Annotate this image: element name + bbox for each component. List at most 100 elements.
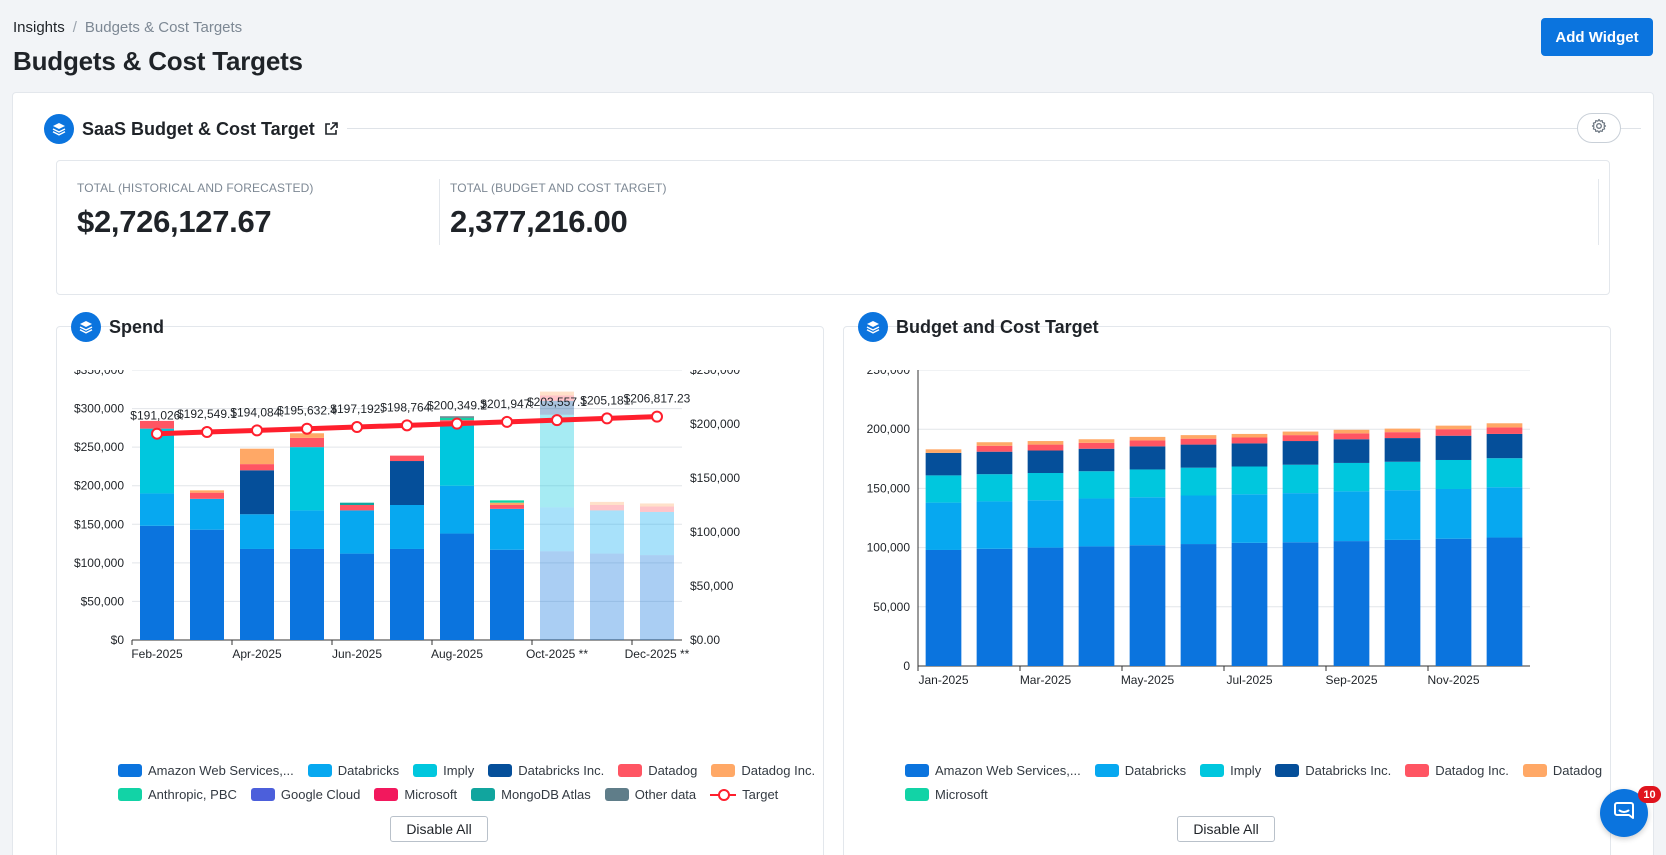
x-tick-label: Feb-2025 [131,647,183,661]
legend-label: Datadog Inc. [741,762,816,778]
target-data-label: $203,557.1 [527,395,587,409]
external-link-icon[interactable] [323,121,339,137]
totals-divider [439,179,440,245]
bar-segment [1231,494,1268,543]
legend-item[interactable]: MongoDB Atlas [471,787,591,802]
bar-segment [1078,439,1115,443]
legend-item[interactable]: Amazon Web Services,... [118,763,294,778]
legend-row: Microsoft [905,782,1602,806]
spend-disable-all-button[interactable]: Disable All [390,816,488,842]
bar-segment [1078,448,1115,472]
legend-label: Microsoft [935,786,988,802]
bar-segment [1078,546,1115,666]
target-point [651,410,663,423]
chat-button[interactable] [1600,789,1648,837]
bar-segment [490,500,524,503]
bar-segment [1486,433,1523,459]
bar-segment [1282,431,1319,436]
bar-segment [1129,497,1166,546]
bar-segment [1384,432,1421,439]
legend-label: Datadog [1552,762,1603,778]
legend-label: MongoDB Atlas [501,786,591,802]
bar-segment [976,548,1013,666]
spend-legend: Amazon Web Services,... Databricks Imply Da… [118,758,815,806]
breadcrumb-separator: / [72,19,77,36]
bar-segment [1078,498,1115,547]
bar-segment [390,455,424,462]
y-tick-label: $50,000 [81,594,125,608]
legend-item[interactable]: Anthropic, PBC [118,787,237,802]
y-tick-label: $100,000 [74,556,124,570]
y2-tick-label: $100,000 [690,525,740,539]
legend-item[interactable]: Target [710,787,778,802]
legend-item[interactable]: Microsoft [905,787,988,802]
page-header: Insights / Budgets & Cost Targets Budget… [0,0,1666,90]
bar-segment [1027,441,1064,445]
layers-icon [44,114,74,144]
legend-item[interactable]: Datadog [618,763,697,778]
bar-segment [925,452,962,476]
bar-segment [925,549,962,666]
legend-item[interactable]: Google Cloud [250,787,360,802]
bar-segment [1129,436,1166,441]
bar-segment [440,485,474,534]
bar-segment [590,510,624,554]
y-tick-label: $250,000 [74,440,124,454]
legend-item[interactable]: Imply [1200,763,1261,778]
layers-icon [71,312,101,342]
bar-segment [190,498,224,530]
target-data-label: $198,764. [380,400,433,414]
legend-label: Datadog Inc. [1435,762,1509,778]
legend-item[interactable]: Datadog Inc. [1405,763,1509,778]
bar-segment [1180,467,1217,496]
legend-item[interactable]: Databricks Inc. [1275,763,1391,778]
budget-disable-all-button[interactable]: Disable All [1177,816,1275,842]
bar-segment [976,501,1013,549]
legend-swatch [1522,763,1547,777]
bar-segment [1333,429,1370,434]
legend-item[interactable]: Datadog [1522,762,1603,778]
bar-segment [1027,444,1064,451]
bar-segment [490,508,524,550]
widget-settings-button[interactable] [1577,113,1621,143]
bar-segment [540,551,574,640]
bar-segment [1282,441,1319,465]
bar-segment [1129,440,1166,447]
bar-segment [590,501,624,505]
legend-item[interactable]: Other data [604,787,696,802]
total-value: $2,726,127.67 [77,204,272,239]
legend-item[interactable]: Databricks [1094,763,1186,778]
breadcrumb: Insights / Budgets & Cost Targets [13,19,242,36]
legend-item[interactable]: Databricks [307,763,399,778]
target-data-label: $192,549.1 [177,407,237,421]
breadcrumb-current: Budgets & Cost Targets [84,19,243,36]
bar-segment [190,490,224,493]
y2-tick-label: $250,000 [690,370,740,377]
bar-segment [1231,433,1268,438]
legend-item[interactable]: Microsoft [374,787,457,802]
legend-item[interactable]: Imply [413,763,474,778]
x-tick-label: Jul-2025 [1226,673,1272,687]
legend-swatch [1200,763,1225,777]
legend-swatch [471,787,496,801]
bar-segment [240,514,274,549]
bar-segment [240,448,274,465]
breadcrumb-insights-link[interactable]: Insights [13,19,65,36]
budget-panel-title: Budget and Cost Target [896,316,1099,337]
target-point [401,419,413,432]
x-tick-label: Apr-2025 [232,647,282,661]
bar-segment [1435,488,1472,539]
bar-segment [925,502,962,550]
legend-item[interactable]: Datadog Inc. [711,763,815,778]
legend-label: Databricks Inc. [1305,762,1392,778]
bar-segment [340,505,374,511]
bar-segment [1384,490,1421,540]
legend-swatch [618,763,643,777]
legend-swatch [604,787,629,801]
y-tick-label: 50,000 [873,600,910,614]
legend-item[interactable]: Amazon Web Services,... [905,763,1081,778]
add-widget-button[interactable]: Add Widget [1541,18,1653,56]
bar-segment [1180,435,1217,439]
legend-item[interactable]: Databricks Inc. [488,763,604,778]
target-data-label: $205,181. [580,393,633,407]
